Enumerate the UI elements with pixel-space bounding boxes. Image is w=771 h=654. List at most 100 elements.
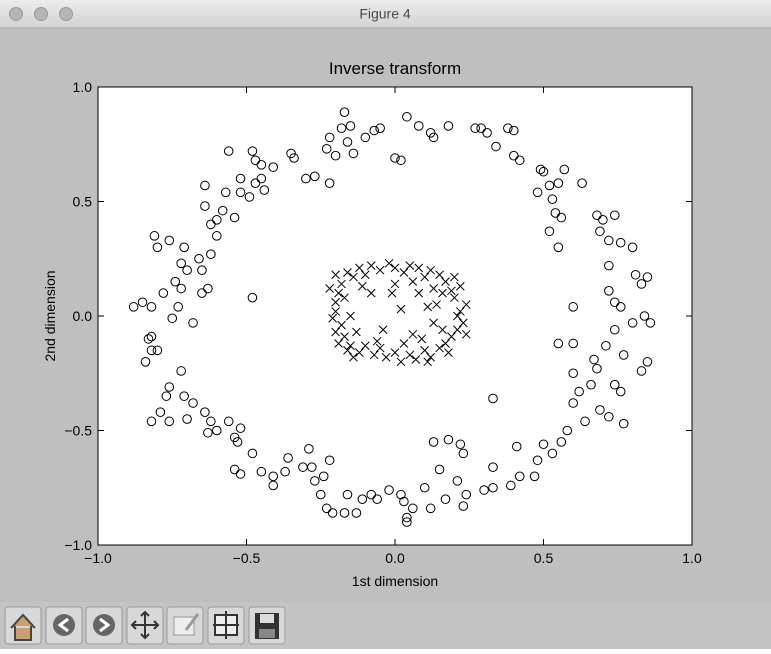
pan-button[interactable] [126,606,164,645]
circle-marker [321,144,332,154]
minimize-button[interactable] [34,7,48,21]
circle-marker [318,471,329,482]
circle-marker [396,489,406,500]
circle-marker [425,503,436,514]
cross-marker [420,345,430,355]
circle-marker [609,297,620,308]
circle-marker [642,357,653,367]
circle-marker [458,501,469,511]
cross-marker [396,304,406,314]
cross-marker [447,286,456,296]
circle-marker [167,313,178,324]
cross-marker [438,325,447,335]
circle-marker [452,476,463,486]
circle-marker [604,286,614,296]
circle-marker [206,219,216,230]
cross-marker [461,300,471,309]
circle-marker [244,192,255,202]
circle-marker [559,164,570,175]
cross-marker [432,300,441,309]
cross-marker [360,341,370,351]
circle-marker [206,416,216,427]
circle-marker [176,366,186,376]
circle-marker [639,311,650,321]
close-button[interactable] [9,7,23,21]
cross-marker [414,288,424,298]
forward-button[interactable] [85,606,123,645]
circle-marker [535,164,546,175]
chart-title: Inverse transform [329,59,461,78]
circle-marker [152,345,163,356]
circle-marker [470,123,480,134]
cross-marker [328,313,337,323]
x-tick-label: 0.0 [385,550,405,566]
save-button[interactable] [248,606,286,645]
circle-marker [188,318,198,328]
zoom-button[interactable] [59,7,73,21]
circle-marker [586,379,596,390]
circle-marker [375,123,385,134]
circle-marker [455,439,466,450]
cross-marker [426,352,435,362]
circle-marker [402,111,412,122]
home-button[interactable] [4,606,42,645]
circle-marker [399,496,409,507]
circle-marker [336,123,347,134]
cross-marker [325,284,335,293]
circle-marker [310,476,320,486]
circle-marker [360,132,371,143]
x-axis-label: 1st dimension [352,573,438,589]
cross-marker [455,307,465,316]
cross-marker [461,329,471,339]
circle-marker [476,123,486,134]
cross-marker [444,348,453,357]
circle-marker [351,508,362,518]
circle-marker [256,466,267,477]
cross-marker [355,348,364,357]
cross-marker [357,281,367,291]
circle-marker [143,334,154,344]
circle-marker [532,187,543,198]
circle-marker [514,155,525,166]
circle-marker [553,242,564,253]
circle-marker [384,485,394,495]
circle-marker [568,368,579,379]
circle-marker [342,137,353,147]
circle-marker [179,391,189,401]
circle-marker [250,155,261,166]
y-tick-label: 1.0 [73,79,93,95]
circle-marker [428,132,439,143]
cross-marker [405,261,415,270]
cross-marker [343,345,352,355]
circle-marker [330,150,341,161]
back-button[interactable] [45,606,83,645]
circle-marker [212,231,222,241]
circle-marker [140,357,151,367]
circle-marker [509,125,519,136]
circle-marker [491,141,501,152]
cross-marker [423,302,433,312]
circle-marker [547,448,558,459]
circle-marker [402,512,412,523]
circle-marker [592,210,602,221]
subplots-button[interactable] [207,606,245,645]
circle-marker [615,386,626,397]
circle-marker [235,469,246,479]
circle-marker [604,260,614,271]
circle-marker [259,185,270,195]
cross-marker [346,341,355,351]
cross-marker [408,329,418,339]
cross-marker [360,270,370,280]
circle-marker [342,489,353,500]
circle-marker [182,414,192,424]
circle-marker [146,345,157,356]
cross-marker [334,288,343,298]
circle-marker [390,153,400,163]
cross-marker [387,288,397,298]
circle-marker [428,437,439,447]
circle-marker [200,201,210,211]
toolbar [4,606,286,645]
circle-marker [155,407,166,417]
zoom-rect-button[interactable] [166,606,204,645]
cross-marker [441,277,450,287]
